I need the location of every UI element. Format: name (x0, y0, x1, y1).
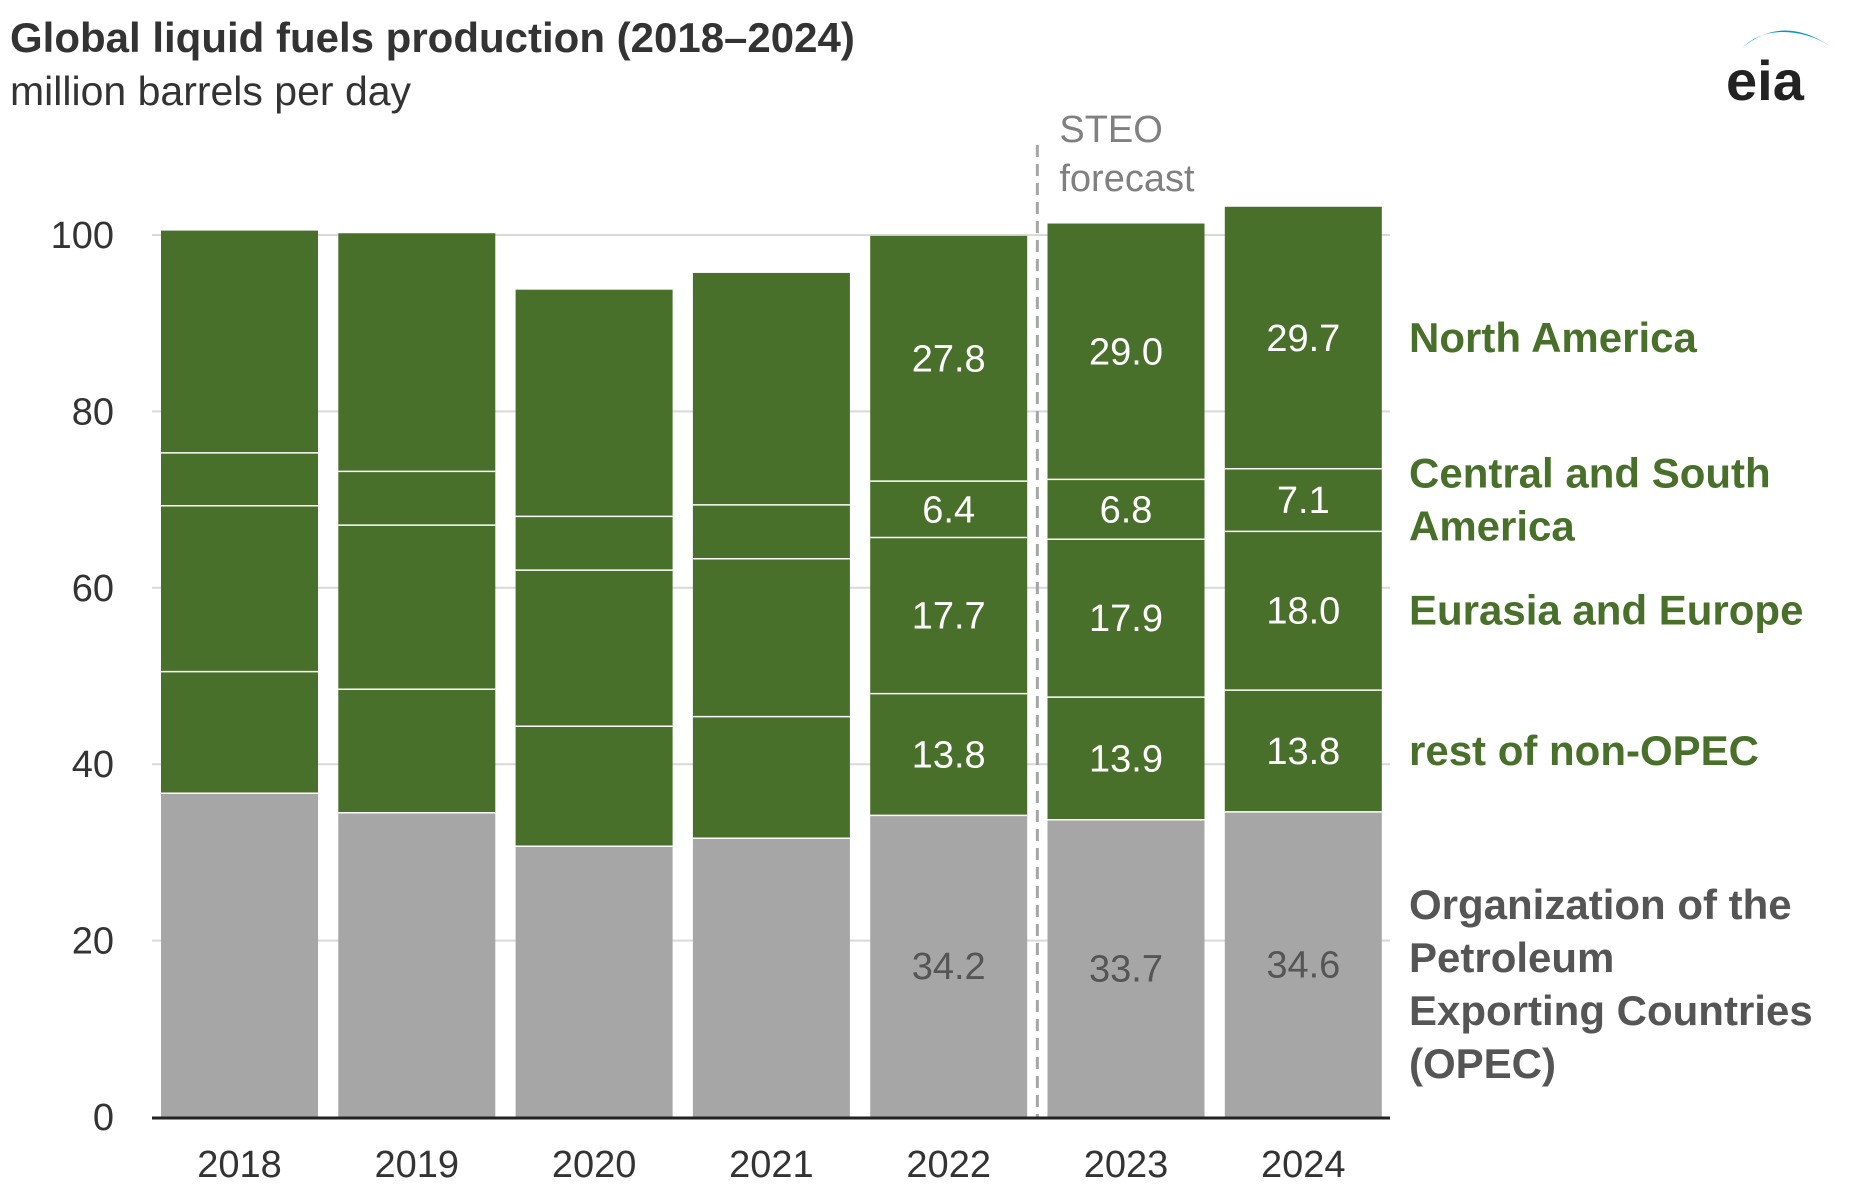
bar-segment (515, 289, 673, 517)
chart-title: Global liquid fuels production (2018–202… (10, 14, 855, 61)
forecast-label-line2: forecast (1059, 158, 1195, 200)
bar-segment (1047, 819, 1205, 1117)
bar-segment (1047, 697, 1205, 820)
bar-segment (870, 693, 1028, 816)
x-tick-label: 2018 (197, 1144, 282, 1186)
data-label: 33.7 (1089, 948, 1163, 990)
bar-segment (515, 570, 673, 727)
data-label: 29.7 (1266, 318, 1340, 360)
legend: Organization of the Petroleum Exporting Co… (1409, 314, 1813, 1087)
x-tick-label: 2022 (906, 1144, 991, 1186)
data-label: 7.1 (1277, 480, 1330, 522)
data-label: 34.6 (1266, 944, 1340, 986)
bar-segment (515, 846, 673, 1117)
eia-logo: eia (1726, 30, 1830, 108)
y-tick-label: 80 (72, 391, 114, 433)
data-label: 13.8 (912, 734, 986, 776)
bar-segment (692, 838, 850, 1117)
axes: 0 20 40 60 80 100 2018 2019 2020 2021 2022 2023 2024 (51, 215, 1390, 1186)
bar-segment (1224, 811, 1382, 1117)
bar-segment (870, 481, 1028, 538)
y-tick-label: 20 (72, 921, 114, 963)
bar-segment (515, 726, 673, 847)
legend-label: Organization of the (1409, 881, 1792, 928)
bar-segment (338, 233, 496, 472)
bar-segment (692, 504, 850, 559)
bar-segment (1224, 468, 1382, 532)
data-label: 13.9 (1089, 738, 1163, 780)
bar-segment (161, 230, 318, 453)
data-label: 18.0 (1266, 591, 1340, 633)
forecast-marker: STEO forecast (1035, 109, 1195, 1117)
bar-segment (338, 471, 496, 526)
data-label: 27.8 (912, 338, 986, 380)
bar-segment (870, 537, 1028, 694)
y-tick-label: 0 (93, 1097, 114, 1139)
bar-segment (161, 505, 318, 672)
data-label: 29.0 (1089, 331, 1163, 373)
bar-segment (1224, 690, 1382, 812)
legend-label: North America (1409, 314, 1697, 361)
data-label: 34.2 (912, 946, 986, 988)
bar-segment (1047, 539, 1205, 698)
bar-segment (338, 812, 496, 1117)
logo-swoosh-icon (1742, 30, 1830, 48)
bar-segment (692, 558, 850, 717)
bar-segment (1047, 223, 1205, 480)
data-label: 6.8 (1100, 489, 1153, 531)
x-tick-label: 2019 (375, 1144, 460, 1186)
legend-label: rest of non-OPEC (1409, 727, 1759, 774)
legend-label: (OPEC) (1409, 1040, 1556, 1087)
bar-segment (338, 689, 496, 813)
bar-segment (1224, 206, 1382, 469)
y-tick-label: 60 (72, 568, 114, 610)
bar-segment (161, 452, 318, 506)
bar-segment (338, 525, 496, 690)
legend-label: Central and South (1409, 450, 1771, 497)
data-label: 13.8 (1266, 731, 1340, 773)
x-tick-label: 2023 (1084, 1144, 1169, 1186)
bar-segment (692, 272, 850, 505)
bar-segment (515, 516, 673, 571)
x-tick-label: 2021 (729, 1144, 814, 1186)
legend-label: Petroleum (1409, 934, 1614, 981)
legend-label: America (1409, 503, 1575, 550)
bar-segment (870, 235, 1028, 482)
legend-label: Exporting Countries (1409, 987, 1813, 1034)
data-label: 17.7 (912, 596, 986, 638)
bars: 34.2 13.8 17.7 6.4 27.8 33.7 13.9 17.9 6.8 29.0 34… (161, 206, 1382, 1117)
bar-segment (870, 815, 1028, 1117)
bar-segment (161, 671, 318, 794)
y-tick-label: 40 (72, 744, 114, 786)
data-label: 6.4 (922, 489, 975, 531)
data-label: 17.9 (1089, 598, 1163, 640)
x-tick-label: 2020 (552, 1144, 637, 1186)
logo-text: eia (1726, 49, 1805, 108)
bar-segment (1224, 531, 1382, 691)
y-tick-label: 100 (51, 215, 114, 257)
bar-segment (692, 716, 850, 839)
chart-subtitle: million barrels per day (10, 68, 412, 114)
bar-segment (1047, 479, 1205, 540)
x-tick-label: 2024 (1261, 1144, 1346, 1186)
legend-label: Eurasia and Europe (1409, 587, 1803, 634)
bar-segment (161, 793, 318, 1117)
forecast-label-line1: STEO (1059, 109, 1162, 151)
